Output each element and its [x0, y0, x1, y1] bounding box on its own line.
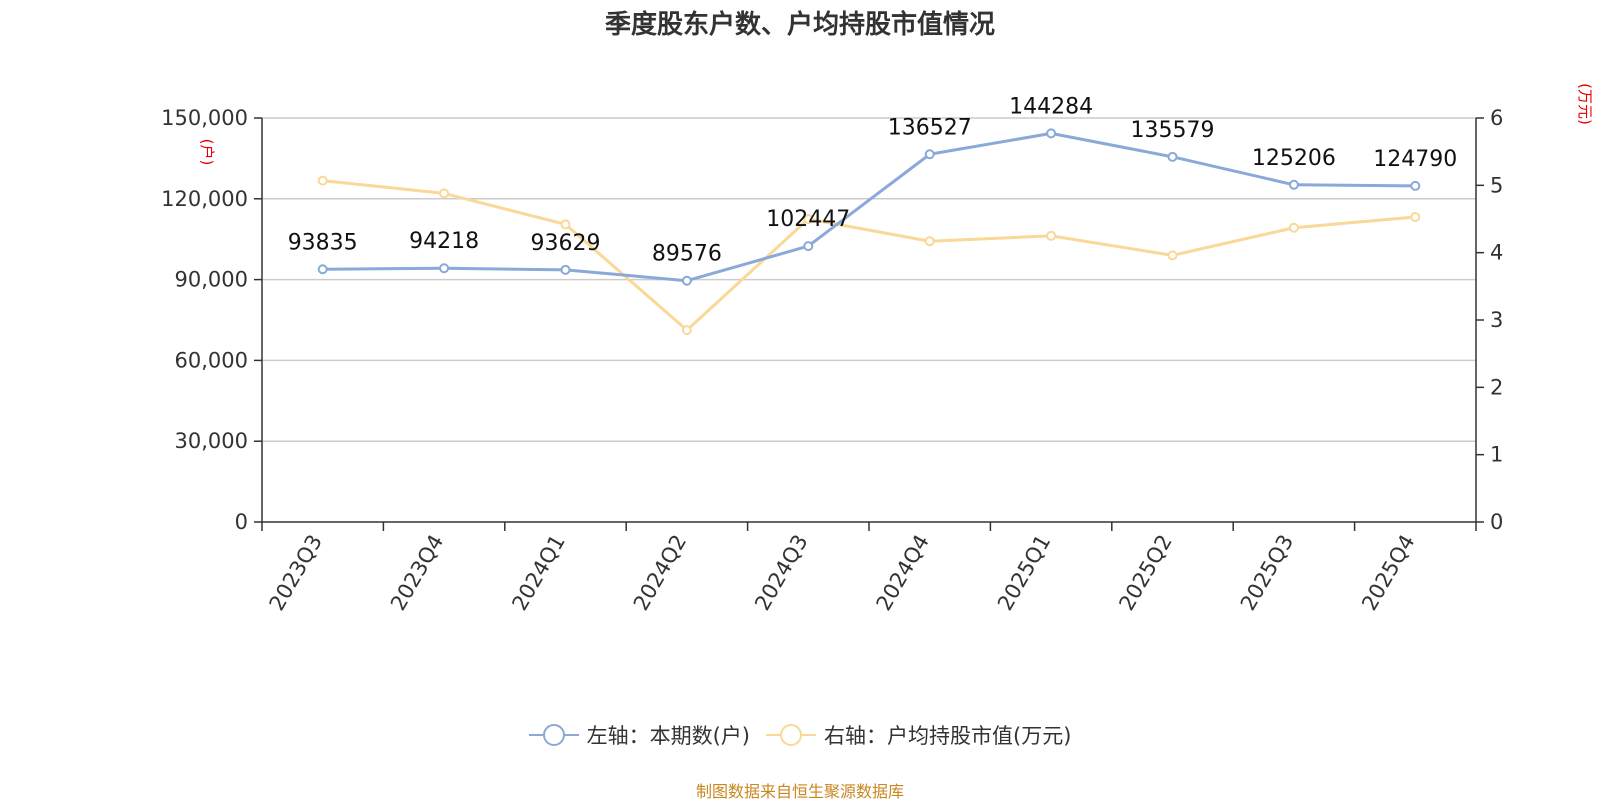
data-point [681, 325, 692, 336]
x-tick-label: 2024Q4 [872, 531, 934, 615]
data-point [924, 149, 935, 160]
x-tick-label: 2024Q1 [507, 531, 569, 615]
left-axis-label: (户) [198, 139, 216, 166]
data-point [1167, 250, 1178, 261]
x-tick-label: 2025Q1 [993, 531, 1055, 615]
right-tick-label: 3 [1490, 308, 1503, 332]
data-point [560, 219, 571, 230]
right-tick-label: 6 [1490, 106, 1503, 130]
right-tick-label: 4 [1490, 241, 1503, 265]
data-label: 93629 [531, 231, 601, 256]
legend-item-households[interactable]: 左轴：本期数(户) [528, 720, 750, 750]
data-point [1410, 211, 1421, 222]
left-tick-label: 60,000 [175, 348, 248, 372]
data-label: 102447 [766, 207, 850, 232]
data-label: 94218 [409, 229, 479, 254]
chart-title: 季度股东户数、户均持股市值情况 [604, 10, 995, 40]
data-point [317, 175, 328, 186]
left-tick-label: 30,000 [175, 429, 248, 453]
data-point [1046, 230, 1057, 241]
right-tick-label: 0 [1490, 510, 1503, 534]
left-tick-label: 0 [235, 510, 248, 534]
x-tick-label: 2025Q2 [1114, 531, 1176, 615]
left-tick-label: 120,000 [161, 187, 248, 211]
data-point [560, 264, 571, 275]
x-tick-label: 2024Q2 [629, 531, 691, 615]
series-layer [317, 128, 1421, 336]
data-point [1410, 180, 1421, 191]
data-label: 89576 [652, 242, 722, 267]
label-layer: 93835 94218 93629 89576 102447 136527 144284 13… [288, 94, 1458, 266]
legend-label-households: 左轴：本期数(户) [586, 724, 750, 748]
data-point [1167, 151, 1178, 162]
legend-label-avg-value: 右轴：户均持股市值(万元) [824, 724, 1072, 748]
right-tick-label: 1 [1490, 443, 1503, 467]
right-tick-label: 2 [1490, 375, 1503, 399]
data-label: 144284 [1009, 94, 1093, 119]
data-label: 93835 [288, 230, 358, 255]
data-point [439, 263, 450, 274]
source-note: 制图数据来自恒生聚源数据库 [695, 782, 904, 801]
data-point [803, 214, 814, 224]
data-label: 124790 [1373, 147, 1457, 172]
legend-item-avg-value[interactable]: 右轴：户均持股市值(万元) [766, 720, 1071, 750]
x-tick-label: 2024Q3 [750, 531, 812, 615]
data-point [1288, 222, 1299, 233]
legend-line-circle-icon [766, 724, 816, 746]
legend-line-circle-icon [528, 724, 579, 746]
x-tick-label: 2023Q4 [386, 531, 448, 615]
data-point [924, 236, 935, 247]
series-line [322, 179, 1416, 332]
data-point [1046, 128, 1057, 139]
data-point [803, 241, 814, 252]
data-point [681, 275, 692, 286]
data-label: 135579 [1131, 118, 1215, 143]
data-label: 136527 [888, 115, 972, 140]
x-tick-label: 2025Q4 [1357, 531, 1419, 615]
series-line [322, 131, 1416, 283]
data-point [439, 188, 450, 199]
x-tick-label: 2025Q3 [1236, 531, 1298, 615]
data-point [317, 264, 328, 275]
right-axis-label: (万元) [1576, 83, 1594, 125]
left-tick-label: 90,000 [175, 268, 248, 292]
data-label: 125206 [1252, 146, 1336, 171]
legend: 左轴：本期数(户) 右轴：户均持股市值(万元) [0, 720, 1600, 750]
data-point [1288, 179, 1299, 190]
left-tick-label: 150,000 [161, 106, 248, 130]
right-tick-label: 5 [1490, 173, 1503, 197]
x-tick-label: 2023Q3 [265, 531, 327, 615]
